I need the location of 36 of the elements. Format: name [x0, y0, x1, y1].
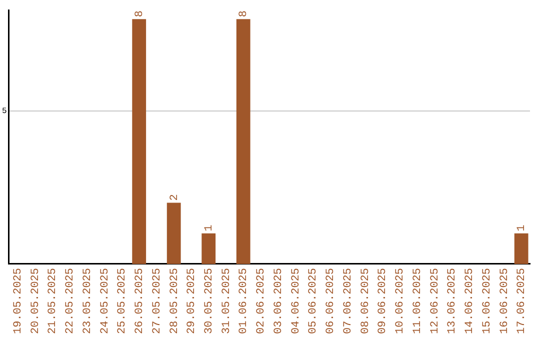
x-tick-label: 28.05.2025	[168, 268, 181, 334]
x-tick-label: 31.05.2025	[220, 268, 233, 334]
x-tick-label: 04.06.2025	[290, 268, 302, 334]
x-tick-label: 16.06.2025	[498, 268, 511, 334]
x-tick-label: 14.06.2025	[464, 268, 476, 334]
x-tick-label: 15.06.2025	[481, 268, 494, 334]
data-label: 1	[516, 224, 528, 232]
x-tick-label: 09.06.2025	[377, 268, 390, 334]
x-tick-label: 17.06.2025	[516, 268, 528, 334]
x-tick-label: 23.05.2025	[82, 268, 94, 334]
x-tick-label: 03.06.2025	[272, 268, 285, 334]
x-tick-label: 01.06.2025	[238, 268, 250, 334]
data-label: 8	[134, 10, 146, 18]
data-label: 2	[168, 194, 181, 201]
x-tick-label: 24.05.2025	[99, 268, 112, 334]
x-tick-label: 20.05.2025	[30, 268, 42, 334]
x-tick-label: 06.06.2025	[325, 268, 338, 334]
data-label: 8	[238, 10, 250, 18]
x-tick-label: 21.05.2025	[47, 268, 60, 334]
x-tick-label: 29.05.2025	[186, 268, 198, 334]
x-tick-label: 08.06.2025	[360, 268, 372, 334]
x-tick-label: 11.06.2025	[412, 268, 424, 334]
x-tick-label: 10.06.2025	[394, 268, 407, 334]
x-tick-label: 19.05.2025	[12, 268, 24, 334]
y-tick-label: 5	[2, 107, 7, 116]
x-tick-label: 12.06.2025	[429, 268, 442, 334]
x-tick-label: 25.05.2025	[116, 268, 129, 334]
x-tick-label: 07.06.2025	[342, 268, 354, 334]
x-tick-label: 05.06.2025	[308, 268, 320, 334]
x-tick-label: 26.05.2025	[134, 268, 146, 334]
x-tick-label: 13.06.2025	[446, 268, 459, 334]
x-tick-label: 27.05.2025	[151, 268, 164, 334]
x-tick-label: 02.06.2025	[256, 268, 268, 334]
x-tick-label: 30.05.2025	[204, 268, 216, 334]
x-tick-label: 22.05.2025	[64, 268, 77, 334]
data-label: 1	[204, 224, 216, 232]
